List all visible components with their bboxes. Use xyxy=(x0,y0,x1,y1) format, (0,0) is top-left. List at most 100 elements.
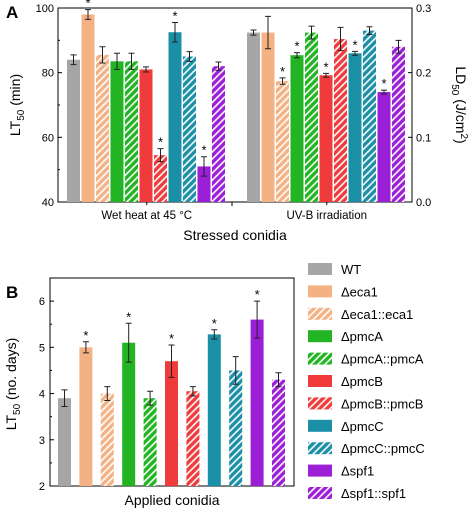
panel-a-g1-bar-7 xyxy=(348,53,362,203)
panel-b-errorbar-2 xyxy=(104,386,111,401)
legend-swatch-1 xyxy=(308,285,332,298)
panel-a-g0-significance-9: * xyxy=(201,143,206,158)
panel-a-g0-bar-10 xyxy=(212,66,225,202)
panel-a-g1-bar-0 xyxy=(247,32,260,202)
panel-a-g1-errorbar-0 xyxy=(250,29,257,36)
panel-a-g0-errorbar-3 xyxy=(114,52,120,70)
panel-a-g0-bar-8 xyxy=(183,56,196,202)
panel-b-errorbar-9 xyxy=(254,300,261,339)
panel-a-g1-errorbar-8 xyxy=(366,26,373,36)
panel-a-g0-bar-7 xyxy=(168,32,182,202)
panel-a-g1-bar-1 xyxy=(261,32,275,202)
legend-swatch-0 xyxy=(308,263,332,275)
panel-a-g0-significance-6: * xyxy=(158,135,163,150)
legend: WTΔeca1Δeca1::eca1ΔpmcAΔpmcA::pmcAΔpmcBΔ… xyxy=(308,262,425,501)
panel-b-bar-6 xyxy=(186,391,200,486)
panel-a-group-label-0: Wet heat at 45 °C xyxy=(101,210,192,222)
panel-a-right-tick-label-2: 0.2 xyxy=(416,68,431,80)
panel-a-g1-significance-2: * xyxy=(280,64,285,79)
panel-a-g1-bar-10 xyxy=(392,46,405,202)
panel-b-errorbar-0 xyxy=(61,389,68,407)
legend-label-5: ΔpmcB xyxy=(341,374,383,389)
panel-a-left-tick-label-1: 60 xyxy=(42,132,54,144)
panel-b-significance-3: * xyxy=(126,309,131,324)
panel-b-bar-0 xyxy=(58,398,71,486)
panel-a-g0-bar-5 xyxy=(139,69,153,202)
panel-a-g0-errorbar-1 xyxy=(85,9,91,20)
panel-b-errorbar-3 xyxy=(125,322,132,363)
panel-a-ylabel-right: LD50 (J/cm2) xyxy=(449,66,469,143)
panel-b-significance-7: * xyxy=(212,316,217,331)
panel-b-tick-label-0: 2 xyxy=(39,481,45,493)
panel-b-tick-label-4: 6 xyxy=(39,296,45,308)
panel-a-g0-significance-1: * xyxy=(85,0,90,11)
panel-a-g1-significance-5: * xyxy=(323,59,328,74)
panel-a-group-label-1: UV-B irradiation xyxy=(286,210,367,222)
panel-b-tick-label-1: 3 xyxy=(39,435,45,447)
legend-label-9: Δspf1 xyxy=(341,464,374,479)
legend-swatch-8 xyxy=(308,442,332,455)
legend-label-2: Δeca1::eca1 xyxy=(341,307,413,322)
panel-a-g0-errorbar-0 xyxy=(70,54,77,66)
panel-a-g0-errorbar-10 xyxy=(215,61,222,71)
panel-a-g1-bar-5 xyxy=(319,75,333,202)
panel-a-right-tick-label-3: 0.3 xyxy=(416,3,431,15)
panel-a-g1-errorbar-10 xyxy=(395,39,402,54)
panel-a-g0-bar-6 xyxy=(154,155,167,202)
panel-a-g1-errorbar-5 xyxy=(323,72,329,78)
panel-a-g0-errorbar-8 xyxy=(186,51,193,62)
panel-a-g0-errorbar-4 xyxy=(128,52,135,70)
panel-a-g0-errorbar-5 xyxy=(143,66,149,73)
panel-b-significance-1: * xyxy=(83,328,88,343)
panel-b-errorbar-8 xyxy=(232,356,239,385)
panel-a-g1-significance-3: * xyxy=(294,39,299,54)
panel-a-g1-errorbar-4 xyxy=(308,25,315,40)
legend-label-8: ΔpmcC::pmcC xyxy=(341,441,425,456)
panel-a-g1-significance-9: * xyxy=(381,76,386,91)
legend-label-4: ΔpmcA::pmcA xyxy=(341,352,424,367)
panel-a-g0-bar-4 xyxy=(125,61,138,202)
panel-a-g0-errorbar-2 xyxy=(99,46,106,64)
panel-b-label: B xyxy=(6,283,18,302)
panel-a-right-tick-label-0: 0.0 xyxy=(416,197,431,209)
legend-label-6: ΔpmcB::pmcB xyxy=(341,396,423,411)
panel-a-g1-bar-2 xyxy=(276,81,289,202)
panel-b-errorbar-5 xyxy=(168,344,175,378)
panel-a-label: A xyxy=(6,3,18,22)
panel-a-g1-significance-7: * xyxy=(352,37,357,52)
legend-label-1: Δeca1 xyxy=(341,284,378,299)
panel-a-g0-bar-2 xyxy=(96,54,109,203)
legend-label-0: WT xyxy=(341,262,361,277)
panel-a-g0-errorbar-6 xyxy=(157,148,164,163)
legend-swatch-6 xyxy=(308,397,332,410)
panel-b-tick-label-3: 5 xyxy=(39,342,45,354)
panel-a-g1-errorbar-2 xyxy=(279,77,286,85)
panel-a-left-tick-label-0: 40 xyxy=(42,197,54,209)
panel-a-g1-errorbar-6 xyxy=(337,26,344,52)
panel-b-significance-9: * xyxy=(255,287,260,302)
panel-a-g1-bar-9 xyxy=(377,92,391,202)
legend-swatch-9 xyxy=(308,464,332,477)
panel-a-g1-errorbar-1 xyxy=(265,15,271,50)
panel-b-errorbar-1 xyxy=(82,341,89,354)
panel-a-g1-errorbar-3 xyxy=(294,52,300,59)
panel-b-tick-label-2: 4 xyxy=(39,389,45,401)
panel-a-g0-bar-0 xyxy=(67,59,80,202)
legend-swatch-3 xyxy=(308,330,332,343)
panel-a-g0-bar-3 xyxy=(110,61,124,202)
legend-swatch-4 xyxy=(308,352,332,365)
panel-b-bar-1 xyxy=(79,347,93,486)
panel-a-g1-bar-4 xyxy=(305,32,318,202)
panel-b-errorbar-6 xyxy=(189,386,196,397)
panel-a-g0-bar-9 xyxy=(197,166,211,202)
panel-a-xlabel: Stressed conidia xyxy=(183,227,287,243)
panel-a-g1-bar-6 xyxy=(334,39,347,202)
panel-b-bar-4 xyxy=(143,398,157,486)
panel-a-g1-bar-8 xyxy=(363,30,376,203)
panel-a-g0-bar-1 xyxy=(81,14,95,203)
panel-b-bar-5 xyxy=(165,361,178,486)
legend-label-10: Δspf1::spf1 xyxy=(341,486,406,501)
panel-b-bar-8 xyxy=(229,370,243,486)
legend-label-3: ΔpmcA xyxy=(341,329,383,344)
